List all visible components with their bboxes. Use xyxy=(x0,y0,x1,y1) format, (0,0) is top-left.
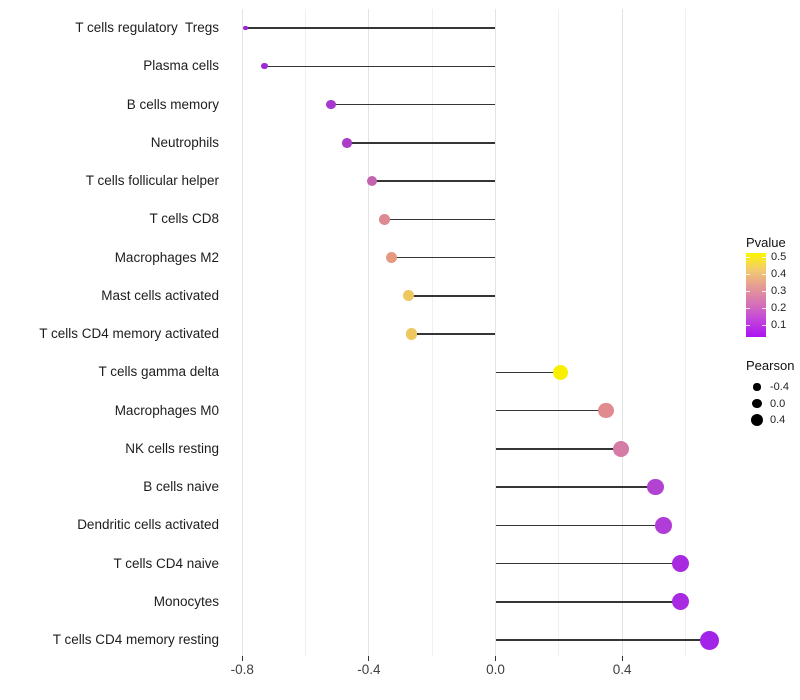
category-label: B cells naive xyxy=(143,479,219,494)
lollipop-stem xyxy=(495,486,656,488)
x-axis-tick xyxy=(368,656,370,661)
colorbar-tick xyxy=(762,308,766,309)
lollipop-stem xyxy=(264,65,496,67)
category-label: Mast cells activated xyxy=(101,287,219,303)
pearson-legend-label: 0.4 xyxy=(770,414,786,426)
x-axis-tick xyxy=(495,656,496,661)
lollipop-stem xyxy=(391,256,496,259)
lollipop-point xyxy=(261,63,268,70)
category-label: T cells regulatory Tregs xyxy=(75,20,219,35)
minor-gridline xyxy=(431,9,433,656)
colorbar-tick xyxy=(762,291,766,292)
colorbar-tick xyxy=(762,274,766,275)
lollipop-point xyxy=(243,25,248,31)
colorbar-tick xyxy=(746,274,750,275)
category-label: T cells follicular helper xyxy=(85,173,219,188)
lollipop-point xyxy=(552,364,568,380)
x-axis-tick-label: -0.4 xyxy=(357,662,381,677)
major-gridline xyxy=(621,9,623,656)
pvalue-colorbar xyxy=(746,253,766,337)
colorbar-tick xyxy=(746,291,750,292)
lollipop-point xyxy=(385,252,397,263)
colorbar-tick-label: 0.4 xyxy=(771,268,787,280)
lollipop-stem xyxy=(495,562,681,565)
lollipop-stem xyxy=(384,218,496,220)
colorbar-tick-label: 0.1 xyxy=(771,319,787,331)
minor-gridline xyxy=(558,9,560,656)
colorbar-tick xyxy=(762,257,766,258)
pearson-legend-title: Pearson xyxy=(746,358,795,373)
category-label: Macrophages M0 xyxy=(114,402,219,418)
pearson-legend-label: -0.4 xyxy=(770,381,789,393)
minor-gridline xyxy=(684,9,686,656)
colorbar-tick-label: 0.2 xyxy=(771,302,787,314)
colorbar-tick-label: 0.5 xyxy=(771,251,787,263)
lollipop-stem xyxy=(346,142,496,144)
colorbar-tick xyxy=(746,325,750,326)
category-label: T cells CD4 naive xyxy=(113,555,219,571)
lollipop-point xyxy=(598,402,615,419)
lollipop-point xyxy=(647,478,664,496)
lollipop-point xyxy=(379,213,391,225)
category-label: Monocytes xyxy=(153,593,219,609)
lollipop-point xyxy=(405,328,418,340)
category-label: NK cells resting xyxy=(125,440,219,456)
category-label: B cells memory xyxy=(126,96,219,112)
category-label: Macrophages M2 xyxy=(114,249,219,265)
lollipop-point xyxy=(612,440,629,457)
lollipop-point xyxy=(654,516,672,534)
x-axis-tick xyxy=(241,656,243,661)
lollipop-point xyxy=(366,175,378,187)
category-label: Neutrophils xyxy=(150,134,219,150)
lollipop-stem xyxy=(495,371,561,373)
lollipop-stem xyxy=(495,601,681,603)
x-axis-tick-label: 0.0 xyxy=(486,662,505,677)
pearson-legend-dot xyxy=(753,383,761,391)
category-label: T cells CD4 memory resting xyxy=(52,632,219,647)
pearson-legend-dot xyxy=(750,413,764,427)
pearson-legend-label: 0.0 xyxy=(770,397,786,410)
lollipop-stem xyxy=(372,180,496,182)
minor-gridline xyxy=(305,9,307,656)
colorbar-tick xyxy=(762,325,766,326)
lollipop-point xyxy=(402,290,415,302)
colorbar-tick xyxy=(746,257,750,258)
x-axis-tick-label: -0.8 xyxy=(230,662,254,677)
major-gridline xyxy=(241,9,243,656)
major-gridline xyxy=(368,9,370,656)
category-label: T cells CD8 xyxy=(149,211,219,227)
x-axis-tick-label: 0.4 xyxy=(612,662,632,677)
lollipop-point xyxy=(326,99,336,110)
lollipop-stem xyxy=(408,295,496,297)
pvalue-legend-title: Pvalue xyxy=(746,235,786,250)
lollipop-stem xyxy=(495,409,607,412)
lollipop-stem xyxy=(245,27,496,29)
lollipop-stem xyxy=(495,524,664,526)
lollipop-point xyxy=(699,630,719,650)
lollipop-stem xyxy=(495,448,621,450)
colorbar-tick-label: 0.3 xyxy=(771,285,787,297)
major-gridline xyxy=(495,9,496,656)
category-label: T cells gamma delta xyxy=(98,364,219,380)
lollipop-stem xyxy=(495,639,710,641)
pearson-legend-dot xyxy=(752,398,762,409)
lollipop-stem xyxy=(411,333,496,335)
lollipop-stem xyxy=(330,103,496,106)
category-label: T cells CD4 memory activated xyxy=(39,326,219,341)
lollipop-point xyxy=(672,554,690,573)
x-axis-tick xyxy=(621,656,623,661)
lollipop-point xyxy=(672,593,690,611)
colorbar-tick xyxy=(746,308,750,309)
lollipop-point xyxy=(341,137,352,148)
category-label: Plasma cells xyxy=(143,58,219,74)
category-label: Dendritic cells activated xyxy=(77,517,219,533)
